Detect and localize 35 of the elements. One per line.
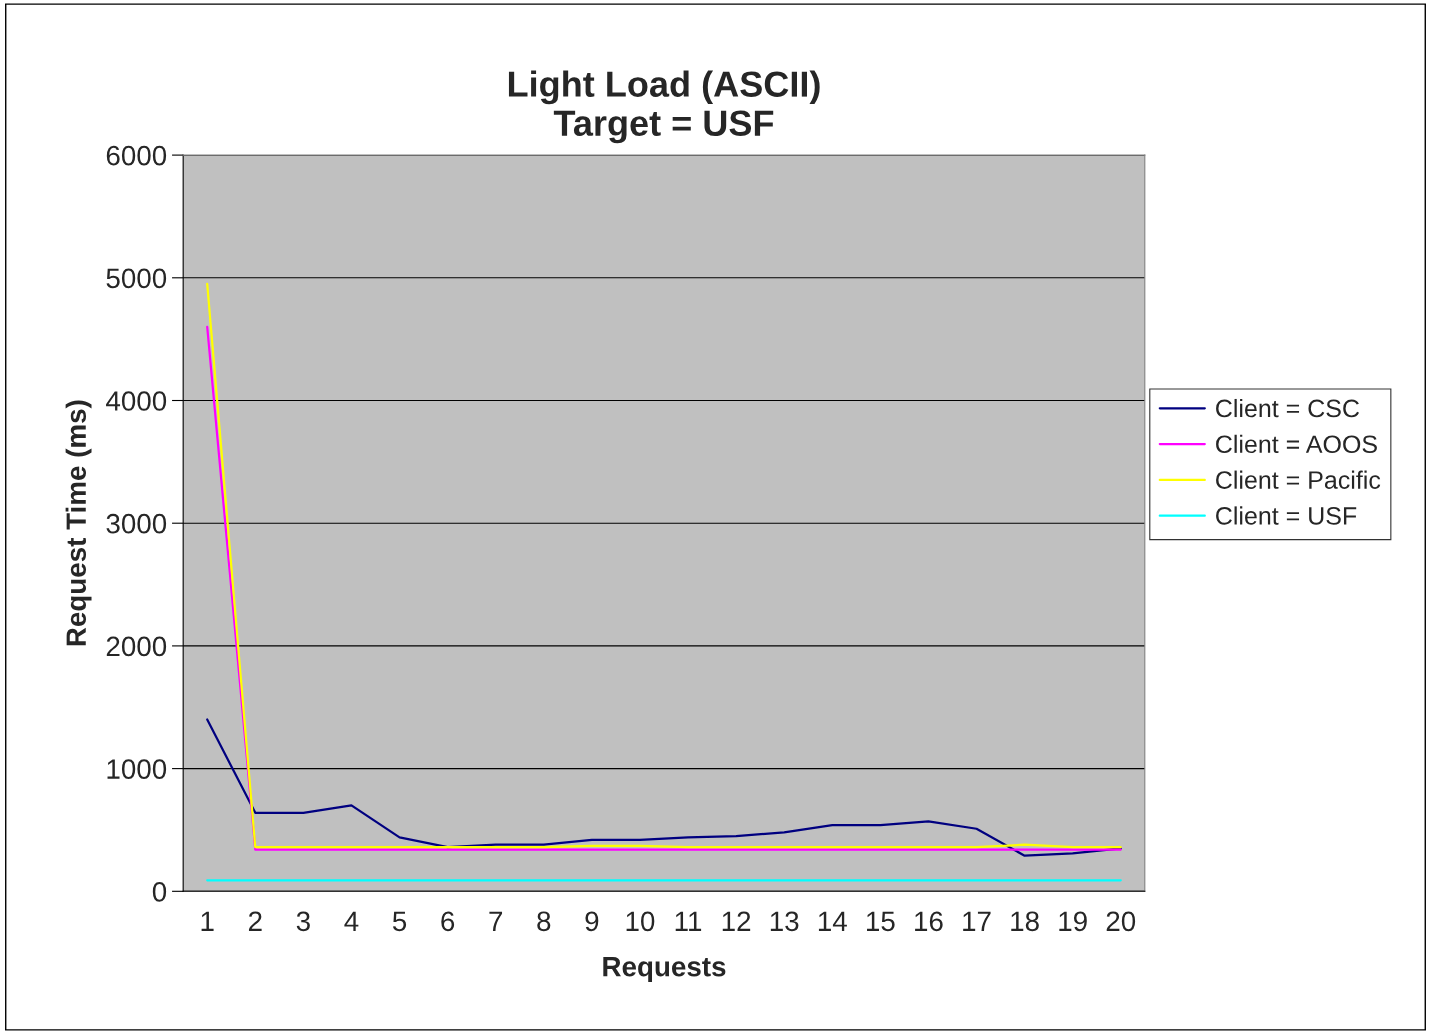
legend-label: Client = AOOS [1216,434,1377,454]
line-series [206,718,1122,857]
x-tick-label: 10 [626,911,655,932]
x-tick-label: 17 [963,911,991,931]
y-tick-label: 4000 [106,391,167,411]
x-tick-label: 1 [201,911,214,931]
x-tick-label: 20 [1106,911,1136,932]
legend-label: Client = Pacific [1216,470,1381,489]
x-tick-label: 7 [489,911,503,931]
x-tick-label: 4 [344,911,359,931]
y-tick-label: 2000 [106,636,167,657]
x-tick-label: 16 [915,911,943,932]
x-tick-label: 2 [248,911,262,931]
y-tick-label: 1000 [107,759,167,779]
x-tick-label: 11 [675,911,702,931]
x-tick-label: 14 [818,911,847,931]
x-tick-label: 15 [867,911,895,932]
chart-title: Light Load (ASCII) Target = USF [508,70,820,144]
x-tick-label: 18 [1011,911,1039,932]
x-tick-label: 3 [296,911,310,932]
x-tick-label: 9 [585,911,599,932]
y-tick-label: 0 [152,881,167,902]
y-tick-label: 3000 [106,513,167,534]
x-tick-label: 8 [537,911,551,932]
x-axis-title: Requests [603,957,726,982]
legend-label: Client = CSC [1216,398,1360,418]
legend-label: Client = USF [1216,506,1357,525]
y-axis-title: Request Time (ms) [65,400,92,646]
x-tick-label: 19 [1059,911,1087,932]
x-tick-label: 6 [441,911,455,932]
x-tick-label: 5 [392,911,407,932]
y-tick-label: 5000 [106,268,167,289]
x-tick-label: 12 [722,911,751,931]
x-tick-label: 13 [770,911,799,932]
y-tick-label: 6000 [106,145,167,166]
